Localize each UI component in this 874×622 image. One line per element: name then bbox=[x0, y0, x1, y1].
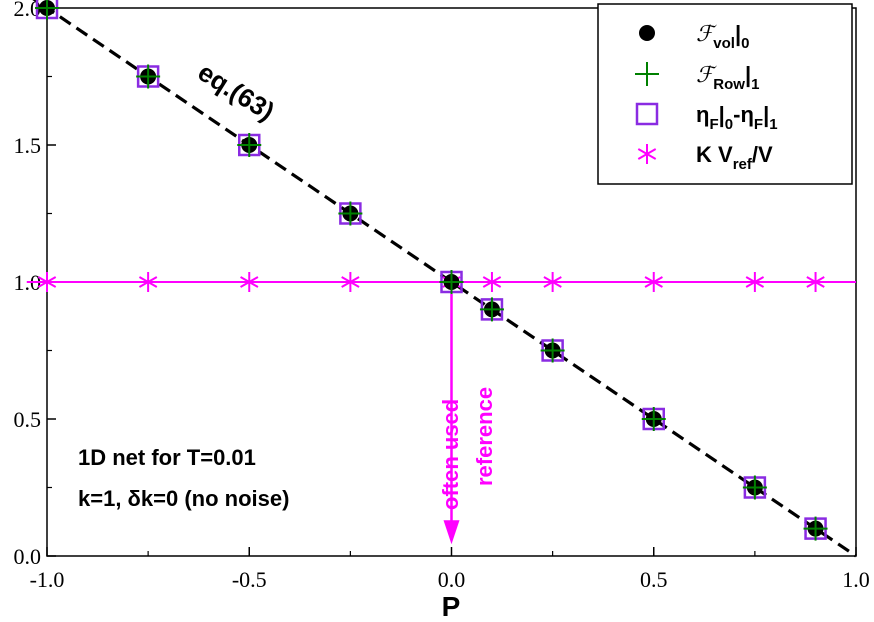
asterisk-stroke bbox=[745, 276, 765, 288]
data-point-plus bbox=[237, 133, 262, 157]
asterisk-stroke bbox=[341, 276, 360, 288]
legend-label-f-vol: ℱvol|0 bbox=[696, 21, 749, 52]
legend-marker-filled-circle bbox=[639, 25, 655, 41]
data-point-asterisk bbox=[806, 272, 825, 292]
data-point-asterisk bbox=[240, 272, 259, 292]
legend-markers bbox=[635, 25, 659, 164]
asterisk-stroke bbox=[482, 276, 502, 288]
x-tick-label: 0.5 bbox=[640, 567, 668, 592]
legend-marker-asterisk bbox=[637, 144, 657, 164]
data-point-plus bbox=[803, 516, 828, 541]
asterisk-stroke bbox=[806, 276, 825, 288]
legend-label-k-vref: K Vref/V bbox=[696, 142, 773, 173]
x-tick-label: -1.0 bbox=[30, 567, 65, 592]
data-point-asterisk bbox=[543, 272, 562, 292]
data-point-plus bbox=[35, 0, 59, 20]
data-point-plus bbox=[338, 201, 363, 226]
asterisk-stroke bbox=[644, 276, 663, 288]
x-tick-label: -0.5 bbox=[232, 567, 267, 592]
arrow-text-reference: reference bbox=[472, 387, 497, 486]
x-tick-label: 1.0 bbox=[842, 567, 870, 592]
markers-layer bbox=[35, 0, 828, 541]
data-point-plus bbox=[540, 338, 565, 363]
info-line-1: 1D net for T=0.01 bbox=[78, 445, 256, 470]
data-point-asterisk bbox=[644, 272, 663, 292]
data-point-asterisk bbox=[341, 272, 360, 292]
data-point-asterisk bbox=[37, 272, 57, 292]
x-tick-label: 0.0 bbox=[438, 567, 466, 592]
asterisk-stroke bbox=[637, 148, 657, 160]
x-axis-ticks: -1.0 -0.5 0.0 0.5 1.0 bbox=[30, 547, 870, 592]
asterisk-stroke bbox=[138, 276, 158, 288]
y-tick-label: 1.5 bbox=[14, 133, 42, 158]
y-tick-label: 0.0 bbox=[14, 544, 42, 569]
legend: ℱvol|0 ℱRow|1 ηF|0-ηF|1 K Vref/V bbox=[597, 3, 853, 185]
reference-arrow bbox=[443, 294, 460, 545]
data-point-plus bbox=[641, 407, 666, 431]
legend-marker-open-square bbox=[635, 102, 659, 126]
data-point-asterisk bbox=[482, 272, 502, 292]
asterisk-stroke bbox=[37, 276, 57, 288]
eq-63-label: eq.(63) bbox=[193, 57, 280, 127]
info-line-2: k=1, δk=0 (no noise) bbox=[78, 486, 289, 511]
data-point-plus bbox=[439, 270, 464, 294]
arrow-text-often-used: often used bbox=[438, 399, 463, 510]
legend-label-f-row: ℱRow|1 bbox=[696, 62, 759, 93]
data-point-asterisk bbox=[138, 272, 158, 292]
asterisk-stroke bbox=[240, 276, 259, 288]
legend-marker-plus bbox=[635, 62, 659, 86]
data-point-plus bbox=[742, 475, 767, 500]
y-tick-label: 0.5 bbox=[14, 407, 42, 432]
data-point-plus bbox=[136, 64, 161, 89]
x-axis-title: P bbox=[442, 591, 461, 622]
asterisk-stroke bbox=[543, 276, 562, 288]
y-tick-label: 2.0 bbox=[14, 0, 42, 21]
legend-label-eta: ηF|0-ηF|1 bbox=[696, 102, 778, 133]
arrow-head bbox=[443, 520, 460, 545]
data-point-plus bbox=[479, 297, 504, 322]
data-point-asterisk bbox=[745, 272, 765, 292]
